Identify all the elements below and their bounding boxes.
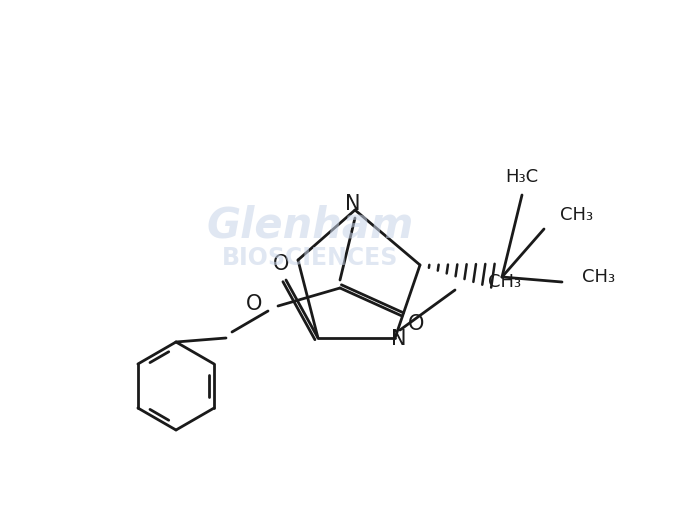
Text: H₃C: H₃C (505, 168, 539, 186)
Text: N: N (391, 329, 406, 349)
Text: CH₃: CH₃ (488, 273, 521, 291)
Text: O: O (408, 314, 424, 334)
Text: Glenham: Glenham (206, 204, 413, 246)
Text: N: N (345, 194, 361, 214)
Text: CH₃: CH₃ (582, 268, 615, 286)
Text: O: O (273, 254, 289, 274)
Text: BIOSCIENCES: BIOSCIENCES (222, 246, 398, 270)
Text: O: O (246, 294, 262, 314)
Text: CH₃: CH₃ (560, 206, 593, 224)
